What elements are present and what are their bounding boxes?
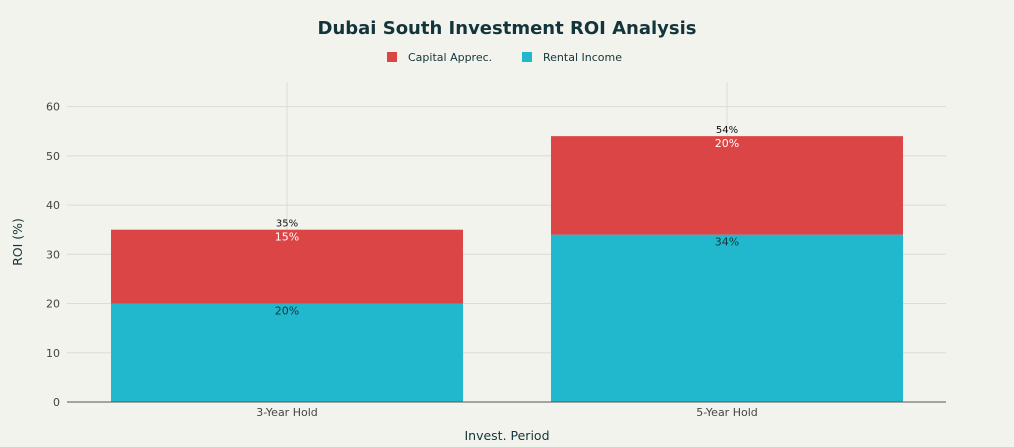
legend-label-1: Rental Income xyxy=(543,51,622,64)
legend-swatch-1 xyxy=(522,52,532,62)
x-tick-label-0: 3-Year Hold xyxy=(256,406,318,419)
y-tick-label-20: 20 xyxy=(46,298,60,311)
legend-swatch-0 xyxy=(387,52,397,62)
legend: Capital Apprec. Rental Income xyxy=(387,51,622,64)
x-axis-title: Invest. Period xyxy=(464,428,549,443)
x-tick-label-1: 5-Year Hold xyxy=(696,406,758,419)
total-label-0: 35% xyxy=(276,219,298,230)
chart-title: Dubai South Investment ROI Analysis xyxy=(318,18,697,39)
y-tick-label-40: 40 xyxy=(46,199,60,212)
segment-label-rental-income-1: 34% xyxy=(715,236,739,249)
segment-label-capital-apprec-0: 15% xyxy=(275,231,299,244)
y-axis: 0 10 20 30 40 50 60 xyxy=(46,101,60,409)
y-tick-label-10: 10 xyxy=(46,347,60,360)
y-tick-label-0: 0 xyxy=(53,396,60,409)
y-tick-label-30: 30 xyxy=(46,248,60,261)
bar-capital-apprec-0 xyxy=(111,229,463,304)
bar-capital-apprec-1 xyxy=(551,136,903,235)
x-axis: 3-Year Hold 5-Year Hold xyxy=(67,401,946,419)
bars: 20%15%35%34%20%54% xyxy=(111,125,903,402)
segment-label-rental-income-0: 20% xyxy=(275,305,299,318)
legend-label-0: Capital Apprec. xyxy=(408,51,492,64)
y-tick-label-60: 60 xyxy=(46,101,60,114)
y-tick-label-50: 50 xyxy=(46,150,60,163)
segment-label-capital-apprec-1: 20% xyxy=(715,137,739,150)
total-label-1: 54% xyxy=(716,125,738,136)
bar-rental-income-0 xyxy=(111,303,463,402)
y-axis-title: ROI (%) xyxy=(10,218,25,266)
bar-rental-income-1 xyxy=(551,234,903,402)
